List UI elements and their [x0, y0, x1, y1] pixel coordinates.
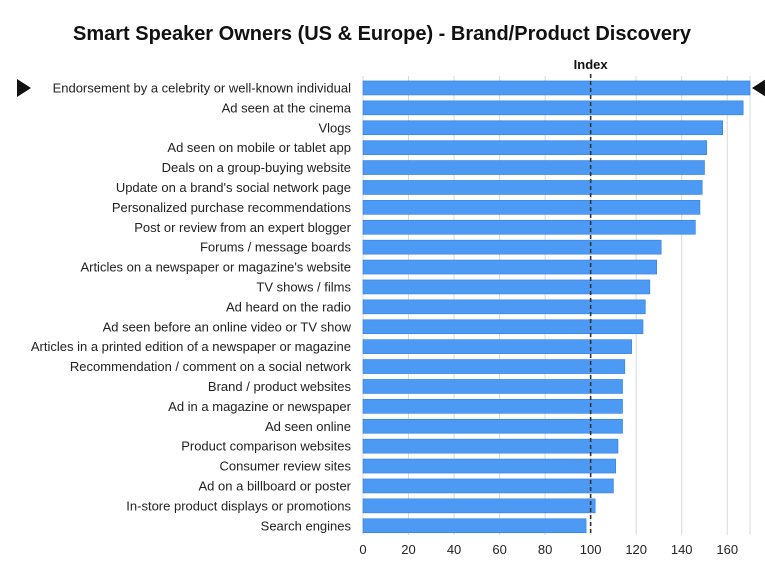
category-label: Ad seen online	[265, 419, 351, 434]
bar	[362, 379, 623, 394]
x-tick-label: 100	[580, 542, 602, 557]
bar	[362, 319, 644, 335]
category-label: Articles in a printed edition of a newsp…	[31, 339, 351, 354]
category-label: Brand / product websites	[208, 379, 352, 394]
category-label: Endorsement by a celebrity or well-known…	[53, 80, 352, 95]
bar	[362, 219, 696, 235]
bar	[362, 478, 614, 494]
bar	[362, 239, 662, 255]
category-label: Vlogs	[318, 120, 351, 135]
bar	[362, 359, 626, 374]
category-label: In-store product displays or promotions	[126, 498, 351, 513]
highlight-markers	[17, 78, 765, 97]
x-tick-label: 60	[492, 542, 506, 557]
category-label: Ad seen on mobile or tablet app	[167, 140, 351, 155]
category-label: Forums / message boards	[200, 240, 352, 255]
bar	[362, 399, 623, 414]
category-label: Post or review from an expert blogger	[134, 220, 351, 235]
reference-line-group: Index	[574, 57, 609, 535]
bar	[362, 80, 751, 96]
bar	[362, 438, 619, 454]
x-tick-label: 120	[625, 542, 647, 557]
category-label: Ad seen at the cinema	[222, 100, 352, 115]
bar	[362, 120, 723, 136]
category-label: Product comparison websites	[181, 439, 351, 454]
bar	[362, 140, 708, 155]
left-highlight-triangle-icon	[17, 78, 31, 97]
category-label: Deals on a group-buying website	[162, 160, 351, 175]
x-tick-label: 160	[716, 542, 738, 557]
category-label: TV shows / films	[256, 279, 351, 294]
x-tick-label: 20	[401, 542, 415, 557]
bar	[362, 339, 632, 354]
bar	[362, 518, 587, 534]
bar	[362, 279, 651, 295]
bar	[362, 160, 705, 175]
bar	[362, 259, 657, 275]
category-label: Consumer review sites	[220, 459, 352, 474]
category-label: Search engines	[261, 518, 352, 533]
bar	[362, 100, 744, 116]
x-tick-label: 40	[447, 542, 461, 557]
x-axis-tick-labels: 0 20 40 60 80 100 120 140 160	[359, 542, 738, 557]
x-tick-label: 80	[538, 542, 552, 557]
chart-title: Smart Speaker Owners (US & Europe) - Bra…	[73, 23, 692, 45]
bar	[362, 299, 646, 315]
category-label: Ad heard on the radio	[226, 299, 351, 314]
bars	[362, 80, 751, 534]
category-label: Ad in a magazine or newspaper	[168, 399, 352, 414]
x-tick-label: 140	[671, 542, 693, 557]
bar	[362, 200, 701, 215]
bar	[362, 498, 596, 514]
bar	[362, 180, 703, 195]
x-tick-label: 0	[359, 542, 366, 557]
category-labels: Endorsement by a celebrity or well-known…	[31, 80, 352, 533]
right-highlight-triangle-icon	[752, 79, 765, 97]
category-label: Articles on a newspaper or magazine's we…	[80, 260, 351, 275]
category-label: Update on a brand's social network page	[116, 180, 351, 195]
bar	[362, 458, 616, 474]
category-label: Personalized purchase recommendations	[112, 200, 352, 215]
category-label: Recommendation / comment on a social net…	[70, 359, 352, 374]
bar	[362, 418, 623, 434]
index-label: Index	[574, 57, 609, 72]
category-label: Ad on a billboard or poster	[199, 478, 352, 493]
category-label: Ad seen before an online video or TV sho…	[103, 319, 352, 334]
